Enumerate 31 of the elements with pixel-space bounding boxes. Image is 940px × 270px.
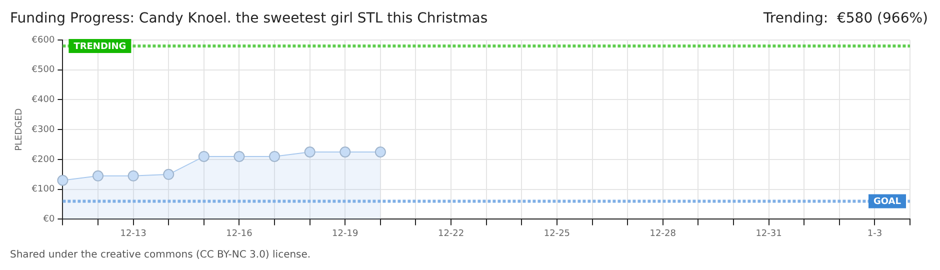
point	[269, 150, 280, 162]
x-tick-label: 1-3	[867, 228, 882, 239]
x-tick-label: 12-22	[438, 228, 464, 239]
x-tick-label: 12-16	[226, 228, 253, 239]
point	[163, 168, 174, 180]
y-tick-label: €600	[32, 35, 55, 46]
point	[374, 146, 386, 158]
y-tick-label: €100	[32, 184, 55, 195]
x-tick-label: 12-28	[650, 228, 676, 239]
point	[198, 150, 210, 162]
chart-title: Funding Progress: Candy Knoel. the sweetest girl STL this Christmas	[10, 10, 488, 27]
ref-line-label: TRENDING	[74, 42, 126, 52]
x-tick-label: 12-25	[544, 228, 570, 239]
point	[128, 170, 139, 182]
y-tick-label: €400	[32, 95, 55, 106]
y-tick-label: €500	[32, 65, 55, 76]
y-tick-label: €200	[32, 154, 55, 165]
x-tick-label: 12-19	[332, 228, 358, 239]
point	[234, 150, 245, 162]
point	[57, 174, 68, 186]
y-tick-label: €0	[43, 214, 55, 225]
point	[92, 170, 104, 182]
point	[340, 146, 351, 158]
chart-subtitle: Trending: €580 (966%)	[762, 10, 928, 27]
y-axis-title: PLEDGED	[14, 108, 25, 151]
y-tick-label: €300	[32, 124, 55, 135]
ref-line-label: GOAL	[874, 197, 902, 208]
point	[304, 146, 316, 158]
x-tick-label: 12-31	[756, 228, 782, 239]
x-tick-label: 12-13	[120, 228, 146, 239]
text: Shared under the creative commons (CC BY-NC 3.0) license.	[10, 250, 311, 261]
